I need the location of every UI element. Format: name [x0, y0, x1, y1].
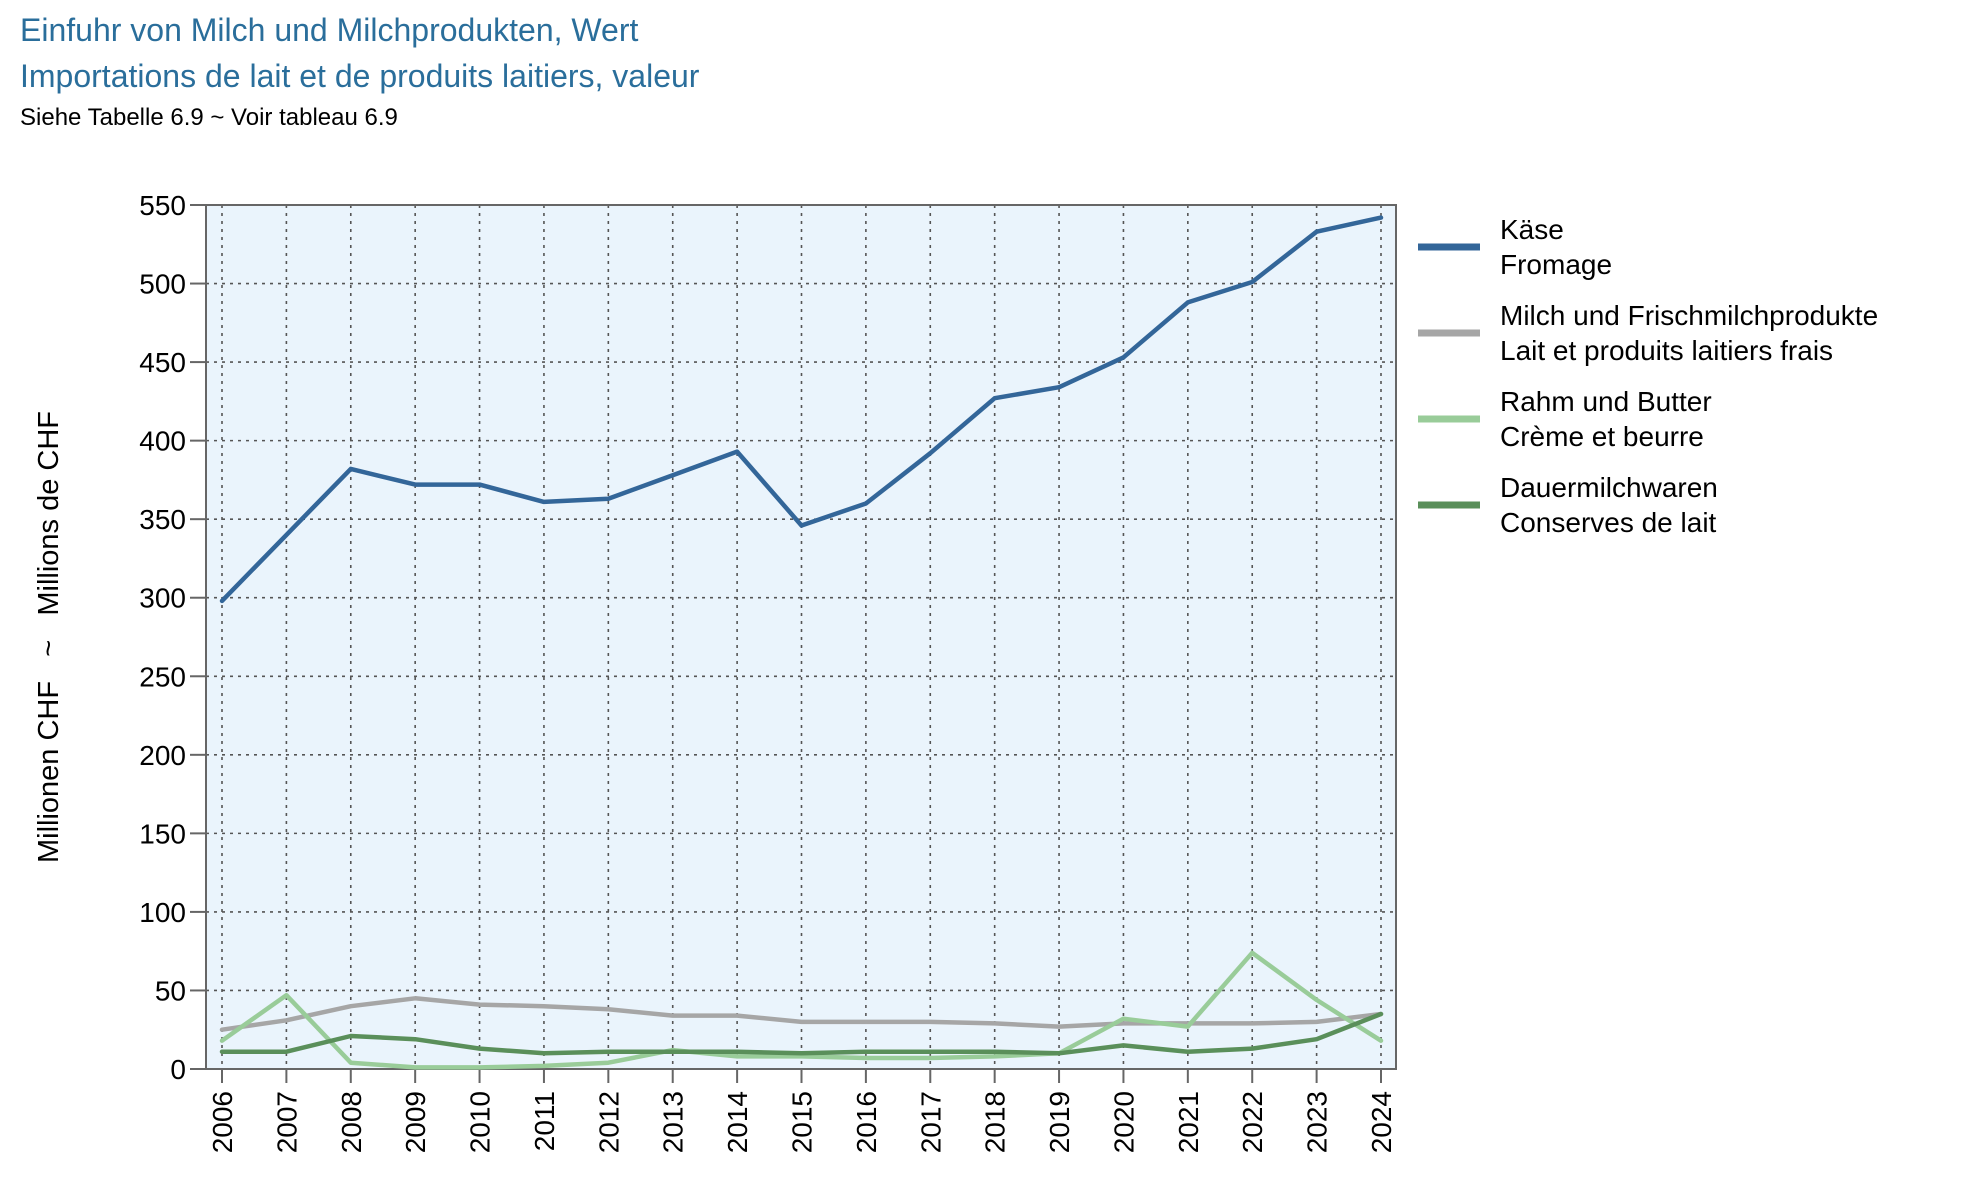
x-tick-label: 2017	[915, 1091, 946, 1153]
x-tick-label: 2012	[593, 1091, 624, 1153]
x-tick-label: 2007	[271, 1091, 302, 1153]
x-tick-label: 2009	[400, 1091, 431, 1153]
y-tick-label: 300	[139, 583, 186, 614]
y-tick-label: 500	[139, 269, 186, 300]
y-tick-label: 0	[170, 1054, 186, 1085]
legend-label-fr-4: Conserves de lait	[1500, 507, 1717, 538]
chart-subtitle: Siehe Tabelle 6.9 ~ Voir tableau 6.9	[20, 104, 398, 131]
y-tick-label: 200	[139, 740, 186, 771]
x-tick-label: 2014	[722, 1091, 753, 1153]
y-tick-label: 100	[139, 897, 186, 928]
x-tick-label: 2008	[336, 1091, 367, 1153]
x-tick-label: 2013	[658, 1091, 689, 1153]
series-line-4	[219, 1011, 1384, 1056]
legend-label-4: Dauermilchwaren	[1500, 472, 1718, 503]
legend-label-3: Rahm und Butter	[1500, 386, 1712, 417]
x-tick-label: 2018	[980, 1091, 1011, 1153]
y-tick-label: 550	[139, 190, 186, 221]
legend-label-1: Käse	[1500, 214, 1564, 245]
series-line-1	[219, 215, 1384, 604]
series-line-3	[219, 950, 1384, 1070]
y-tick-label: 450	[139, 347, 186, 378]
x-tick-label: 2010	[465, 1091, 496, 1153]
x-tick-label: 2015	[787, 1091, 818, 1153]
x-tick-label: 2023	[1302, 1091, 1333, 1153]
y-tick-label: 250	[139, 661, 186, 692]
chart-title-fr: Importations de lait et de produits lait…	[20, 58, 700, 94]
x-tick-label: 2006	[207, 1091, 238, 1153]
x-tick-label: 2011	[529, 1091, 560, 1151]
legend-label-fr-2: Lait et produits laitiers frais	[1500, 335, 1833, 366]
x-tick-label: 2024	[1366, 1091, 1397, 1153]
y-axis-label: Millionen CHF ~ Millions de CHF	[33, 411, 65, 863]
legend-label-fr-3: Crème et beurre	[1500, 421, 1704, 452]
x-tick-label: 2022	[1237, 1091, 1268, 1153]
chart-title-de: Einfuhr von Milch und Milchprodukten, We…	[20, 12, 639, 48]
x-tick-label: 2019	[1044, 1091, 1075, 1153]
y-tick-label: 150	[139, 818, 186, 849]
y-tick-label: 350	[139, 504, 186, 535]
y-tick-label: 400	[139, 426, 186, 457]
legend-label-fr-1: Fromage	[1500, 249, 1612, 280]
x-tick-label: 2016	[851, 1091, 882, 1153]
legend-label-2: Milch und Frischmilchprodukte	[1500, 300, 1878, 331]
y-tick-label: 50	[155, 975, 186, 1006]
x-tick-label: 2021	[1173, 1091, 1204, 1153]
x-tick-label: 2020	[1108, 1091, 1139, 1153]
